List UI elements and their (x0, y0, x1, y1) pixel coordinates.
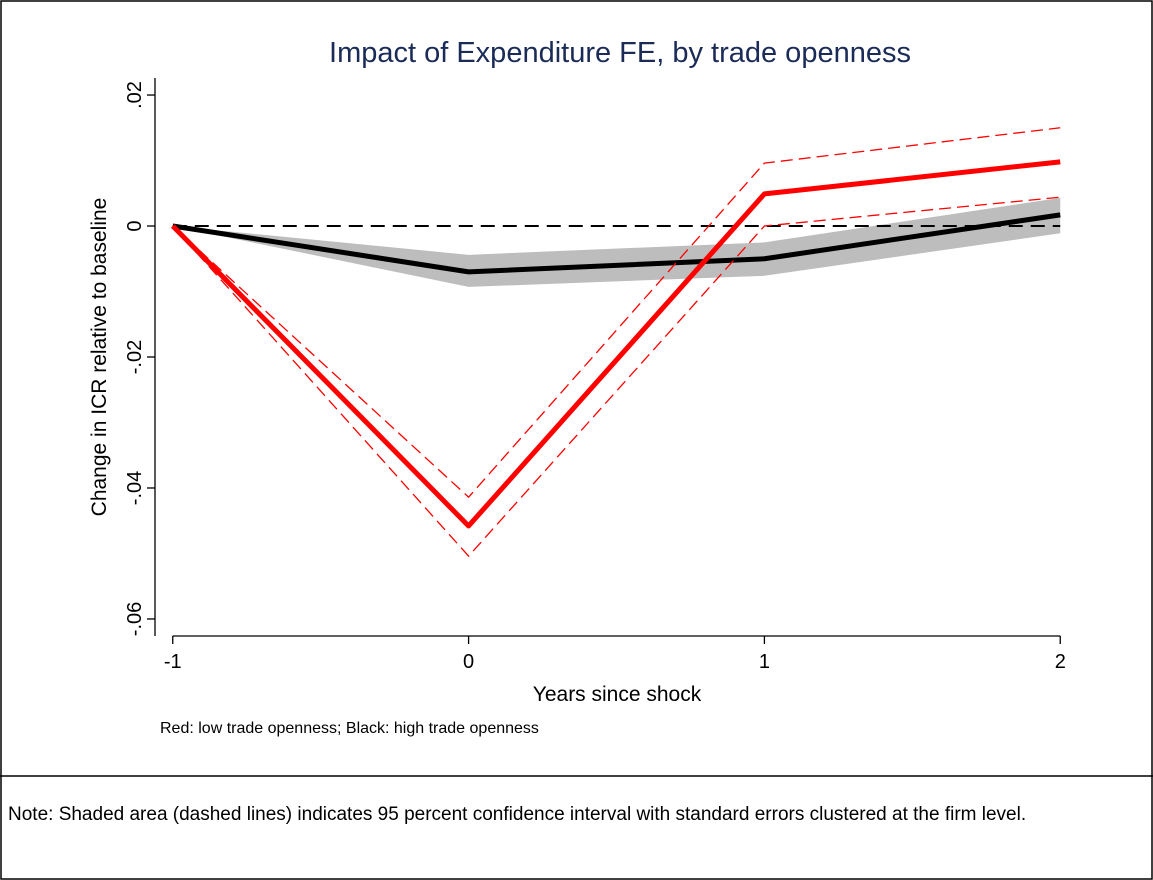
caption: Red: low trade openness; Black: high tra… (160, 720, 539, 737)
y-tick-label: -.02 (124, 340, 146, 374)
x-axis-label: Years since shock (533, 683, 702, 706)
y-tick-label: -.04 (124, 471, 146, 505)
series-line (172, 212, 1061, 275)
y-axis-label: Change in ICR relative to baseline (88, 198, 111, 517)
y-tick-label: .02 (124, 81, 146, 109)
ci-band (172, 197, 1061, 287)
x-tick-label: 0 (463, 651, 474, 673)
series-line (170, 159, 1061, 529)
note: Note: Shaded area (dashed lines) indicat… (8, 804, 1027, 825)
x-tick-label: -1 (164, 651, 182, 673)
chart-title: Impact of Expenditure FE, by trade openn… (329, 37, 911, 69)
y-tick-label: 0 (124, 220, 146, 231)
x-tick-label: 1 (759, 651, 770, 673)
ci-line (172, 127, 1061, 499)
ci-line (172, 196, 1061, 558)
y-tick-label: -.06 (124, 602, 146, 636)
x-tick-label: 2 (1055, 651, 1066, 673)
